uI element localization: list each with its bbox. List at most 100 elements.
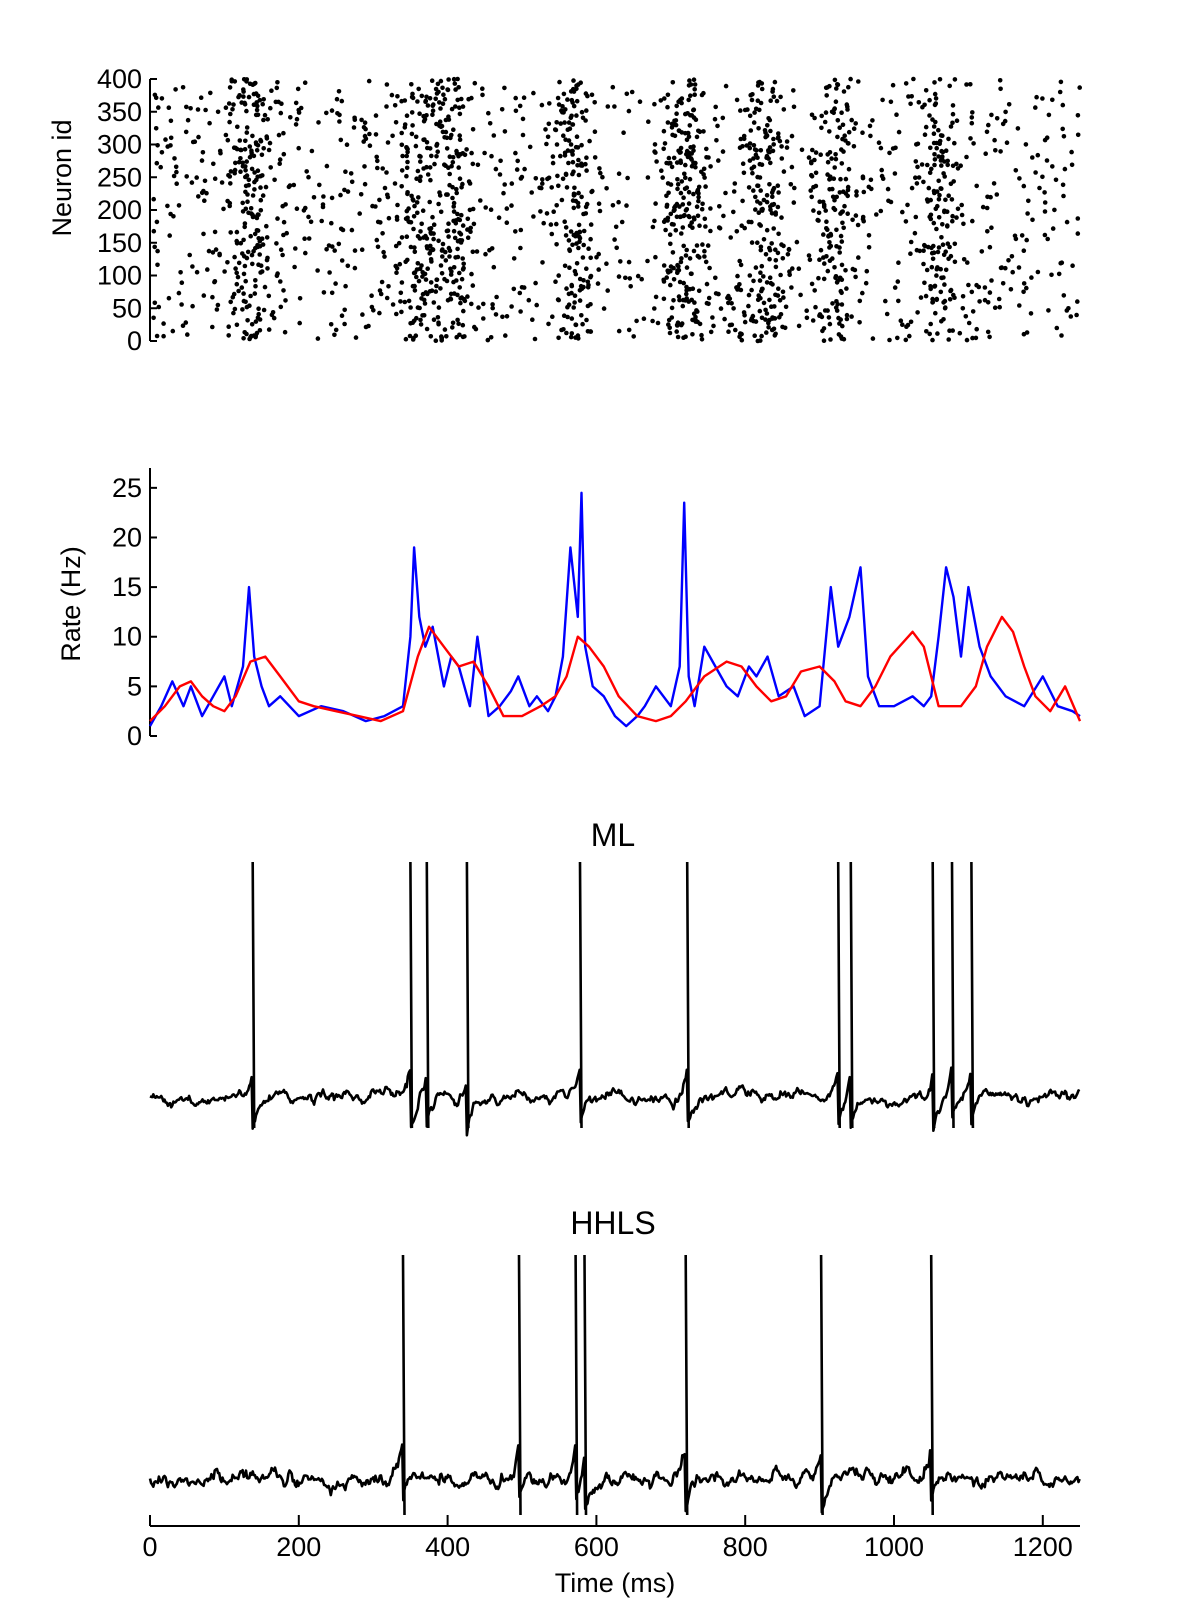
spike-dot: [686, 97, 691, 103]
spike-dot: [960, 294, 966, 299]
spike-dot: [306, 174, 311, 180]
spike-dot: [738, 331, 743, 336]
spike-dot: [749, 287, 754, 293]
spike-dot: [281, 232, 286, 238]
spike-dot: [804, 308, 809, 314]
spike-dot: [759, 162, 765, 167]
spike-dot: [276, 132, 282, 138]
spike-dot: [939, 275, 944, 281]
spike-dot: [732, 181, 738, 186]
spike-dot: [255, 143, 261, 148]
spike-dot: [556, 273, 561, 278]
spike-dot: [566, 302, 572, 308]
spike-dot: [243, 278, 248, 284]
spike-dot: [154, 219, 160, 225]
spike-dot: [878, 208, 884, 214]
spike-dot: [457, 332, 462, 338]
spike-dot: [487, 121, 493, 126]
spike-dot: [449, 106, 455, 112]
spike-dot: [919, 162, 925, 167]
spike-dot: [163, 137, 168, 142]
spike-dot: [856, 79, 861, 84]
spike-dot: [708, 206, 713, 211]
spike-dot: [451, 209, 457, 214]
spike-dot: [933, 119, 938, 125]
spike-dot: [955, 206, 961, 212]
spike-dot: [324, 110, 329, 116]
spike-dot: [998, 86, 1003, 92]
spike-dot: [176, 203, 182, 208]
spike-dot: [258, 197, 264, 203]
spike-dot: [679, 231, 684, 236]
spike-dot: [167, 233, 172, 238]
spike-dot: [584, 155, 589, 160]
spike-dot: [363, 324, 369, 330]
spike-dot: [296, 110, 302, 115]
spike-dot: [819, 125, 824, 131]
spike-dot: [903, 219, 909, 224]
spike-dot: [771, 142, 776, 147]
spike-dot: [850, 266, 856, 272]
spike-dot: [451, 200, 457, 206]
spike-dot: [991, 181, 997, 186]
spike-dot: [1019, 233, 1025, 238]
spike-dot: [702, 216, 708, 222]
spike-dot: [420, 313, 425, 318]
spike-dot: [166, 295, 172, 301]
spike-dot: [680, 202, 686, 207]
spike-dot: [936, 127, 941, 133]
spike-dot: [687, 176, 693, 182]
spike-dot: [493, 312, 499, 317]
spike-dot: [1021, 183, 1027, 189]
spike-dot: [864, 268, 870, 274]
spike-dot: [1066, 306, 1071, 311]
spike-dot: [226, 324, 231, 330]
spike-dot: [661, 296, 667, 302]
spike-dot: [723, 190, 728, 196]
spike-dot: [984, 205, 990, 211]
spike-dot: [266, 293, 272, 299]
raster-y-tick-label: 400: [97, 64, 142, 94]
spike-dot: [423, 277, 429, 282]
spike-dot: [812, 115, 817, 121]
spike-dot: [236, 159, 242, 165]
spike-dot: [702, 248, 707, 254]
spike-dot: [269, 88, 274, 93]
spike-dot: [691, 107, 696, 113]
spike-dot: [450, 320, 456, 326]
spike-dot: [596, 267, 601, 272]
spike-dot: [610, 84, 616, 90]
spike-dot: [749, 166, 755, 171]
spike-dot: [883, 298, 888, 304]
spike-dot: [845, 211, 850, 216]
spike-dot: [166, 105, 172, 110]
spike-dot: [441, 92, 446, 97]
spike-dot: [248, 233, 253, 239]
spike-dot: [645, 175, 651, 180]
spike-dot: [755, 297, 761, 303]
spike-dot: [932, 190, 937, 196]
spike-dot: [414, 315, 419, 321]
spike-dot: [948, 287, 954, 293]
spike-dot: [394, 311, 399, 317]
spike-dot: [594, 254, 599, 260]
spike-dot: [693, 160, 698, 166]
spike-dot: [489, 153, 494, 159]
spike-dot: [494, 294, 499, 300]
spike-dot: [417, 266, 423, 272]
spike-dot: [457, 285, 463, 290]
spike-dot: [504, 314, 510, 319]
spike-dot: [690, 317, 695, 323]
spike-dot: [689, 220, 694, 225]
spike-dot: [1025, 211, 1030, 216]
spike-dot: [549, 231, 555, 237]
spike-dot: [241, 94, 246, 99]
spike-dot: [928, 145, 933, 151]
spike-dot: [410, 283, 416, 289]
spike-dot: [842, 203, 847, 209]
spike-dot: [546, 121, 552, 127]
spike-dot: [624, 91, 630, 97]
spike-dot: [183, 320, 189, 325]
spike-dot: [771, 94, 777, 99]
spike-dot: [842, 133, 847, 138]
